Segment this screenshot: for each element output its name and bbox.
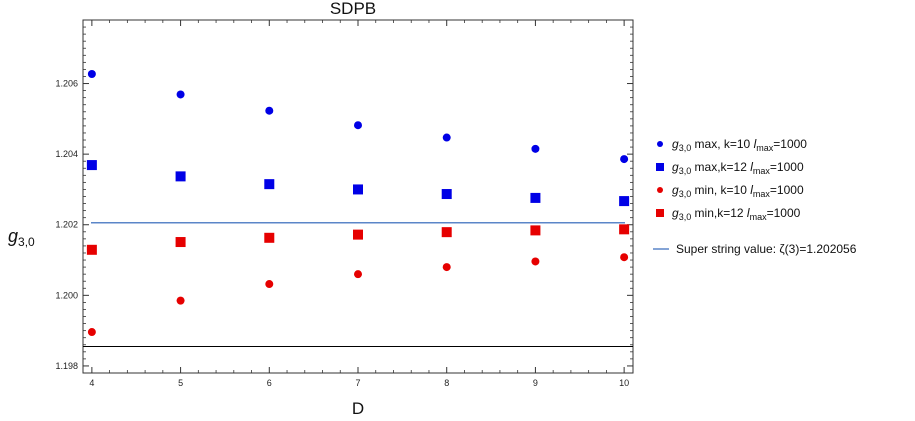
series-3-point [442,263,451,272]
series-2-point [619,196,630,207]
legend-marker-3 [657,187,663,193]
series-3-point [531,257,540,266]
y-tick-label: 1.206 [55,79,78,89]
legend-label-part-b: =1000 [773,137,807,151]
y-tick-label: 1.198 [55,361,78,371]
y-axis-label-main: g [8,226,18,246]
series-4-point [175,237,186,248]
series-2-point [86,160,97,171]
legend-marker-1 [657,141,663,147]
legend-label-part-a: min,k=12 [691,206,747,220]
legend-label-2: g3,0 max,k=12 lmax=1000 [672,160,804,176]
y-tick-label: 1.200 [55,290,78,300]
legend-label-part-a: min, k=10 [691,183,750,197]
legend-label-part-g: g [672,183,679,197]
legend-label-part-l: l [750,160,753,174]
x-tick-label: 9 [533,378,538,388]
legend-label-part-sub: 3,0 [679,143,692,153]
legend-label-part-g: g [672,137,679,151]
legend-label-part-lsub: max [756,143,774,153]
legend-label-4: g3,0 min,k=12 lmax=1000 [672,206,801,222]
x-tick-label: 4 [89,378,94,388]
x-axis-label: D [352,399,364,418]
legend-label-part-g: g [672,206,679,220]
series-2-point [441,189,452,200]
legend-label-part-a: max,k=12 [691,160,750,174]
legend-label-part-b: =1000 [767,206,801,220]
series-2-point [530,192,541,203]
x-tick-label: 7 [355,378,360,388]
series-4-point [619,224,630,235]
legend-label-part-l: l [750,183,753,197]
legend-label-part-lsub: max [750,212,768,222]
series-3-point [87,328,96,337]
series-1-point [442,133,451,142]
legend-label-part-g: g [672,160,679,174]
x-tick-label: 8 [444,378,449,388]
x-tick-label: 6 [267,378,272,388]
series-4-point [353,229,363,240]
legend-label-reference: Super string value: ζ(3)=1.202056 [676,242,857,256]
series-3-point [176,296,185,305]
series-1-point [265,106,274,115]
legend-label-part-a: max, k=10 [691,137,753,151]
y-axis-label-sub: 3,0 [18,235,35,249]
series-1-point [620,155,629,164]
legend-label-part-sub: 3,0 [679,189,692,199]
series-2-point [353,184,363,195]
series-1-point [354,121,362,130]
legend-label-part-lsub: max [753,166,771,176]
data-marks [83,70,633,348]
legend-marker-2 [656,163,664,171]
series-4-point [441,227,452,238]
series-2-point [264,179,275,190]
legend-label-part-lsub: max [753,189,771,199]
legend-label-part-sub: 3,0 [679,166,692,176]
legend-label-part-b: =1000 [770,183,804,197]
chart-title: SDPB [330,0,376,18]
plot-frame [82,19,634,374]
series-1-point [176,90,185,99]
axis-ticks: 4 5 6 7 8 9 10 1.198 1.200 1.202 1.204 1.206 [55,19,633,388]
y-axis-label: g3,0 [8,226,35,249]
legend-label-1: g3,0 max, k=10 lmax=1000 [672,137,807,153]
x-tick-label: 10 [619,378,629,388]
series-2-point [175,171,186,182]
series-4-point [264,232,275,243]
series-3-point [620,253,629,262]
y-tick-label: 1.202 [55,220,78,230]
legend-label-3: g3,0 min, k=10 lmax=1000 [672,183,804,199]
series-4-point [530,225,541,236]
legend-marker-4 [656,209,664,217]
legend-label-part-sub: 3,0 [679,212,692,222]
legend-label-part-l: l [754,137,757,151]
series-1-point [531,144,540,153]
series-1-point [87,70,96,79]
series-4-point [86,244,97,255]
series-3-point [265,280,274,289]
series-3-point [354,270,362,279]
legend-label-part-b: =1000 [770,160,804,174]
legend-label-part-l: l [747,206,750,220]
y-tick-label: 1.204 [55,149,78,159]
x-tick-label: 5 [178,378,183,388]
